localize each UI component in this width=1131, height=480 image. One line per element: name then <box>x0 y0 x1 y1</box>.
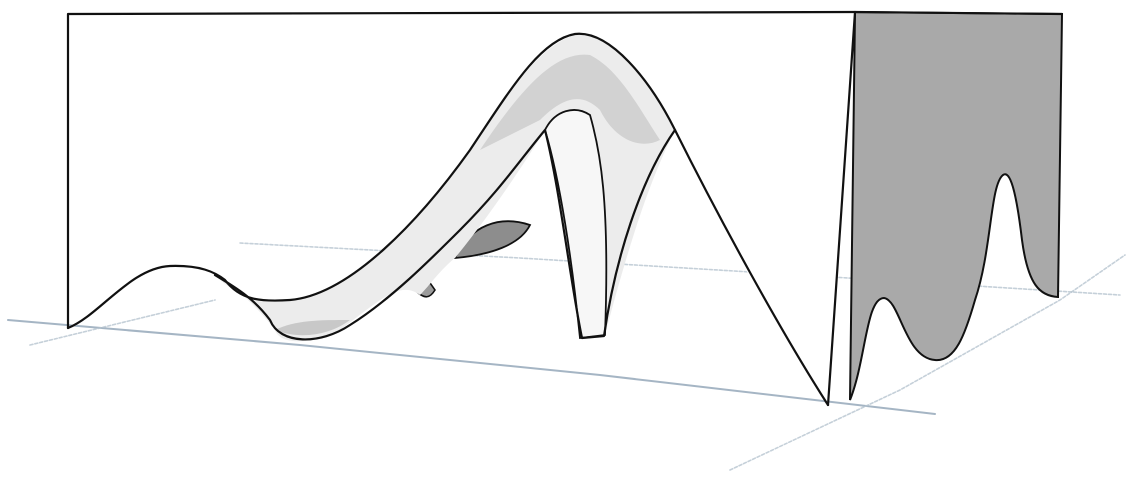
front-curve <box>66 32 830 407</box>
ridge-shade <box>275 320 350 336</box>
ridge-shade <box>480 54 660 150</box>
ridge-surface <box>215 34 675 342</box>
inner-curve <box>213 128 677 341</box>
box-edge <box>826 10 857 407</box>
ridge-spike <box>544 109 608 340</box>
box-edge <box>66 10 1064 330</box>
side-face <box>849 10 1064 401</box>
ground-line <box>29 299 216 346</box>
ground-line <box>729 254 1126 471</box>
ground-line <box>7 319 936 415</box>
